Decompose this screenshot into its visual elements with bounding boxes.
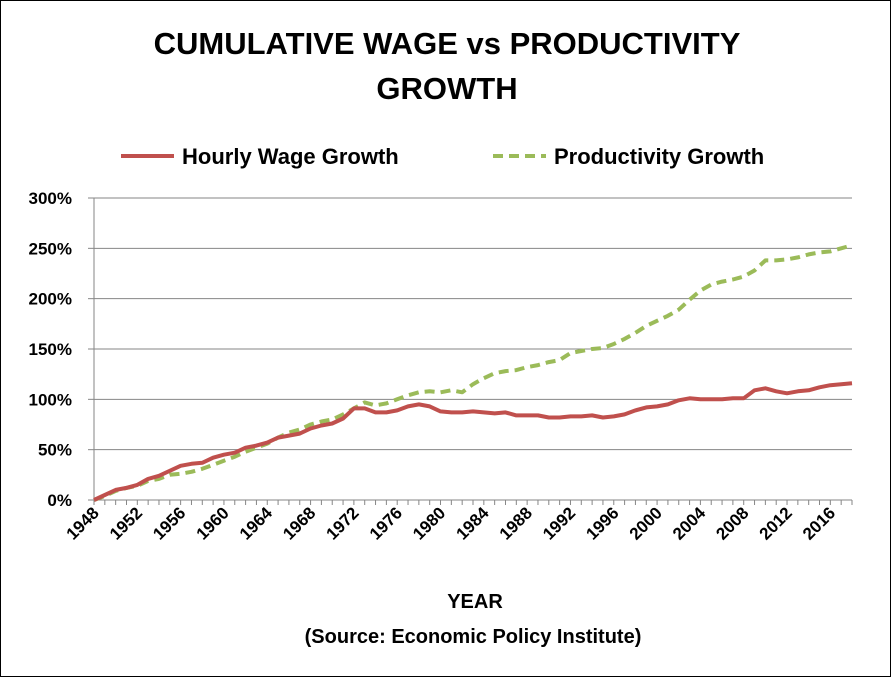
x-tick-label: 2008 (712, 503, 752, 543)
x-tick-label: 1992 (539, 503, 579, 543)
x-tick-label: 1976 (366, 503, 406, 543)
x-tick-label: 1984 (452, 503, 493, 544)
x-tick-label: 1964 (236, 503, 277, 544)
x-tick-label: 1996 (582, 503, 622, 543)
x-tick-label: 2004 (669, 503, 710, 544)
chart-title-line-1: CUMULATIVE WAGE vs PRODUCTIVITY (154, 26, 741, 61)
series-line-wage (93, 381, 853, 502)
legend-label-wage: Hourly Wage Growth (182, 144, 399, 169)
x-tick-label: 1952 (106, 503, 146, 543)
chart-title-line-2: GROWTH (376, 71, 517, 106)
y-tick-label: 250% (29, 239, 72, 258)
y-axis-ticks: 0% 50% 100% 150% 200% 250% 300% (29, 189, 94, 510)
x-tick-label: 1972 (323, 503, 363, 543)
x-tick-label: 1988 (496, 503, 536, 543)
y-tick-label: 50% (38, 441, 72, 460)
x-axis-title: YEAR (447, 591, 503, 613)
x-tick-label: 1980 (409, 503, 449, 543)
x-tick-label: 1960 (193, 503, 233, 543)
y-tick-label: 0% (47, 491, 72, 510)
chart-source-note: (Source: Economic Policy Institute) (305, 626, 642, 648)
x-tick-label: 1968 (279, 503, 319, 543)
series-layer (93, 243, 853, 502)
legend-label-productivity: Productivity Growth (554, 144, 764, 169)
x-tick-label: 2000 (626, 503, 666, 543)
y-tick-label: 300% (29, 189, 72, 208)
x-axis-ticks: 1948 1952 1956 1960 1964 1968 1972 1976 1980 1984… (63, 500, 853, 544)
y-tick-label: 100% (29, 390, 72, 409)
x-tick-label: 1956 (149, 503, 189, 543)
y-tick-label: 150% (29, 340, 72, 359)
x-tick-label: 2016 (799, 503, 839, 543)
y-tick-label: 200% (29, 290, 72, 309)
series-line-productivity (93, 243, 853, 502)
x-tick-label: 2012 (756, 503, 796, 543)
